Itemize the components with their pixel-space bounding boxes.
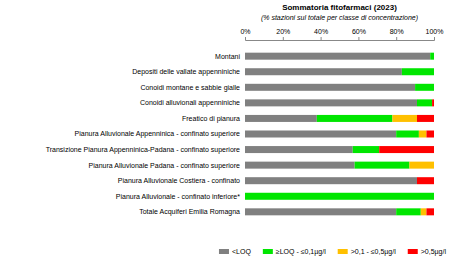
category-label: Pianura Alluvionale Costiera - confinato bbox=[118, 177, 240, 184]
bars bbox=[245, 53, 434, 216]
category-label: Totale Acquiferi Emilia Romagna bbox=[139, 208, 240, 216]
tick: 0% bbox=[240, 28, 250, 40]
legend-item: <LOQ bbox=[219, 248, 251, 256]
bar bbox=[426, 208, 434, 215]
legend-label: <LOQ bbox=[232, 248, 251, 256]
category-label: Conoidi montane e sabbie gialle bbox=[140, 84, 240, 92]
tick: 40% bbox=[314, 28, 328, 40]
tick-mark bbox=[396, 37, 397, 40]
bar bbox=[430, 53, 434, 60]
bar bbox=[355, 162, 410, 169]
tick-mark bbox=[245, 37, 246, 40]
bar bbox=[245, 53, 430, 60]
bar bbox=[245, 84, 415, 91]
bar bbox=[353, 146, 379, 153]
tick-label: 80% bbox=[390, 28, 404, 35]
bar bbox=[434, 84, 435, 91]
category-label: Pianura Alluvionale Appenninica - confin… bbox=[75, 130, 240, 138]
category-label: Pianura Alluvionale Padana - confinato s… bbox=[89, 162, 240, 170]
bar bbox=[432, 99, 434, 106]
bar bbox=[245, 68, 402, 75]
bar bbox=[396, 130, 419, 137]
tick: 80% bbox=[390, 28, 404, 40]
bar bbox=[409, 162, 434, 169]
subtitle: (% stazioni sul totale per classe di con… bbox=[261, 14, 418, 22]
tick-label: 100% bbox=[426, 28, 444, 35]
series bbox=[245, 53, 434, 216]
category-label: Depositi delle vallate appenniniche bbox=[132, 68, 240, 76]
tick-label: 60% bbox=[352, 28, 366, 35]
tick: 100% bbox=[426, 28, 444, 40]
tick-label: 40% bbox=[314, 28, 328, 35]
bar bbox=[415, 84, 434, 91]
bar bbox=[245, 208, 396, 215]
bar bbox=[434, 53, 435, 60]
category-label: Freatico di pianura bbox=[182, 115, 240, 123]
bar bbox=[245, 162, 355, 169]
bar bbox=[379, 146, 434, 153]
bar bbox=[417, 99, 432, 106]
category-label: Conoidi alluvionali appenniniche bbox=[140, 99, 240, 107]
bar bbox=[434, 162, 435, 169]
bar bbox=[245, 130, 396, 137]
bar bbox=[434, 53, 435, 60]
legend-swatch bbox=[263, 249, 273, 254]
bar bbox=[245, 146, 353, 153]
bar bbox=[434, 193, 435, 200]
chart: Sommatoria fitofarmaci (2023) (% stazioni… bbox=[0, 0, 450, 266]
tick-label: 20% bbox=[276, 28, 290, 35]
category-label: Montani bbox=[215, 53, 240, 60]
bar bbox=[434, 84, 435, 91]
tick: 20% bbox=[276, 28, 290, 40]
bar bbox=[426, 130, 434, 137]
legend-item: >0,1 - ≤0,5µg/l bbox=[338, 248, 396, 256]
legend-swatch bbox=[338, 249, 348, 254]
bar bbox=[402, 68, 434, 75]
bar bbox=[434, 193, 435, 200]
legend-swatch bbox=[408, 249, 418, 254]
tick-mark bbox=[283, 37, 284, 40]
bar bbox=[392, 115, 417, 122]
legend-swatch bbox=[219, 249, 229, 254]
bar bbox=[434, 68, 435, 75]
legend-label: ≥LOQ - ≤0,1µg/l bbox=[276, 248, 326, 256]
series bbox=[392, 115, 434, 215]
bar bbox=[417, 115, 434, 122]
tick-label: 0% bbox=[240, 28, 250, 35]
tick-mark bbox=[358, 37, 359, 40]
category-label: Transizione Pianura Appenninica-Padana -… bbox=[46, 146, 240, 154]
title: Sommatoria fitofarmaci (2023) bbox=[282, 3, 397, 12]
legend-label: >0,1 - ≤0,5µg/l bbox=[351, 248, 396, 256]
legend: <LOQ ≥LOQ - ≤0,1µg/l >0,1 - ≤0,5µg/l >0,5µg… bbox=[219, 248, 446, 256]
tick: 60% bbox=[352, 28, 366, 40]
tick-mark bbox=[321, 37, 322, 40]
series bbox=[379, 99, 434, 215]
legend-label: >0,5µg/l bbox=[421, 248, 447, 256]
bar bbox=[245, 99, 417, 106]
bar bbox=[417, 177, 434, 184]
y-axis: Montani Depositi delle vallate appenninic… bbox=[46, 53, 241, 217]
bar bbox=[245, 177, 417, 184]
series bbox=[245, 53, 430, 216]
axis-line bbox=[246, 37, 435, 41]
category-label: Pianura Alluvionale - confinato inferior… bbox=[116, 193, 240, 200]
bar bbox=[245, 115, 317, 122]
legend-item: ≥LOQ - ≤0,1µg/l bbox=[263, 248, 326, 256]
legend-item: >0,5µg/l bbox=[408, 248, 447, 256]
bar bbox=[317, 115, 393, 122]
bar bbox=[245, 193, 434, 200]
bar bbox=[419, 130, 427, 137]
tick-mark bbox=[434, 37, 435, 40]
bar bbox=[434, 68, 435, 75]
bar bbox=[421, 208, 427, 215]
bar bbox=[396, 208, 421, 215]
x-axis: 0% 20% 40% 60% 80% 100% bbox=[240, 28, 443, 41]
